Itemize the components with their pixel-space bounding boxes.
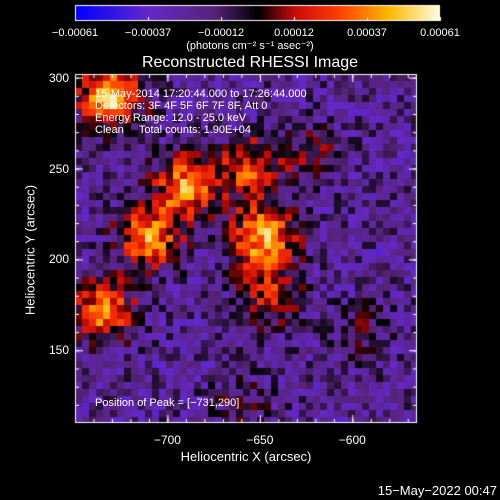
colorbar-tick: 0.00012 <box>274 27 314 39</box>
y-tick-label: 300 <box>48 70 69 85</box>
footer-timestamp: 15−May−2022 00:47 <box>377 483 497 498</box>
x-tick-label: −650 <box>246 433 274 447</box>
colorbar-tick: 0.00061 <box>420 27 460 39</box>
y-axis-label: Heliocentric Y (arcsec) <box>22 184 38 316</box>
peak-position-label: Position of Peak = [−731,290] <box>95 397 240 409</box>
colorbar-units: (photons cm⁻² s⁻¹ asec⁻²) <box>186 40 314 52</box>
annotation-total-counts: Clean Total counts: 1.90E+04 <box>95 124 252 136</box>
annotation-detectors: Detectors: 3F 4F 5F 6F 7F 8F, Att 0 <box>95 100 268 112</box>
chart-title: Reconstructed RHESSI Image <box>141 54 359 71</box>
colorbar-tick: −0.00012 <box>197 27 245 39</box>
y-tick-label: 200 <box>48 252 69 267</box>
y-tick-label: 150 <box>48 343 69 358</box>
x-tick-label: −600 <box>338 433 366 447</box>
x-tick-label: −700 <box>153 433 181 447</box>
colorbar-tick: −0.00061 <box>51 27 99 39</box>
y-tick-label: 250 <box>48 161 69 176</box>
annotation-energy-range: Energy Range: 12.0 - 25.0 keV <box>95 112 247 124</box>
annotation-time-range: 15-May-2014 17:20:44.000 to 17:26:44.000 <box>95 88 307 100</box>
colorbar-tick: 0.00037 <box>347 27 387 39</box>
x-axis-label: Heliocentric X (arcsec) <box>180 449 312 464</box>
colorbar-tick: −0.00037 <box>124 27 172 39</box>
